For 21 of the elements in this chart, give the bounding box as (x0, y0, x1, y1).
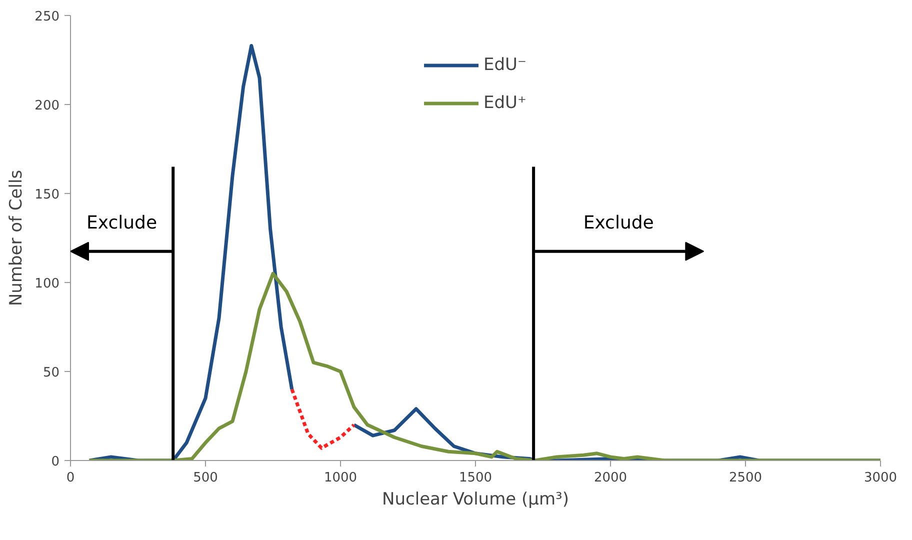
x-tick-label: 3000 (864, 470, 898, 486)
legend-label: EdU⁻ (484, 55, 526, 75)
x-tick-label: 0 (66, 470, 75, 486)
y-tick-label: 150 (34, 188, 60, 202)
x-tick-label: 1500 (458, 470, 492, 486)
legend-label: EdU⁺ (484, 93, 526, 113)
x-axis-title: Nuclear Volume (µm³) (382, 490, 569, 510)
y-tick-label: 0 (51, 454, 60, 470)
y-axis-title: Number of Cells (6, 170, 27, 306)
ref-line-label: Exclude (86, 212, 158, 234)
x-tick-label: 2000 (594, 470, 628, 486)
y-tick-label: 100 (34, 276, 60, 292)
y-tick-label: 50 (42, 366, 60, 380)
line-series (88, 272, 880, 460)
y-tick-label: 250 (34, 10, 60, 24)
y-tick-label: 200 (34, 98, 60, 114)
x-tick-label: 1000 (324, 470, 358, 486)
line-series (290, 388, 356, 450)
x-tick-label: 2500 (728, 470, 762, 486)
ref-line-label: Exclude (583, 212, 654, 234)
x-tick-label: 500 (193, 470, 218, 486)
